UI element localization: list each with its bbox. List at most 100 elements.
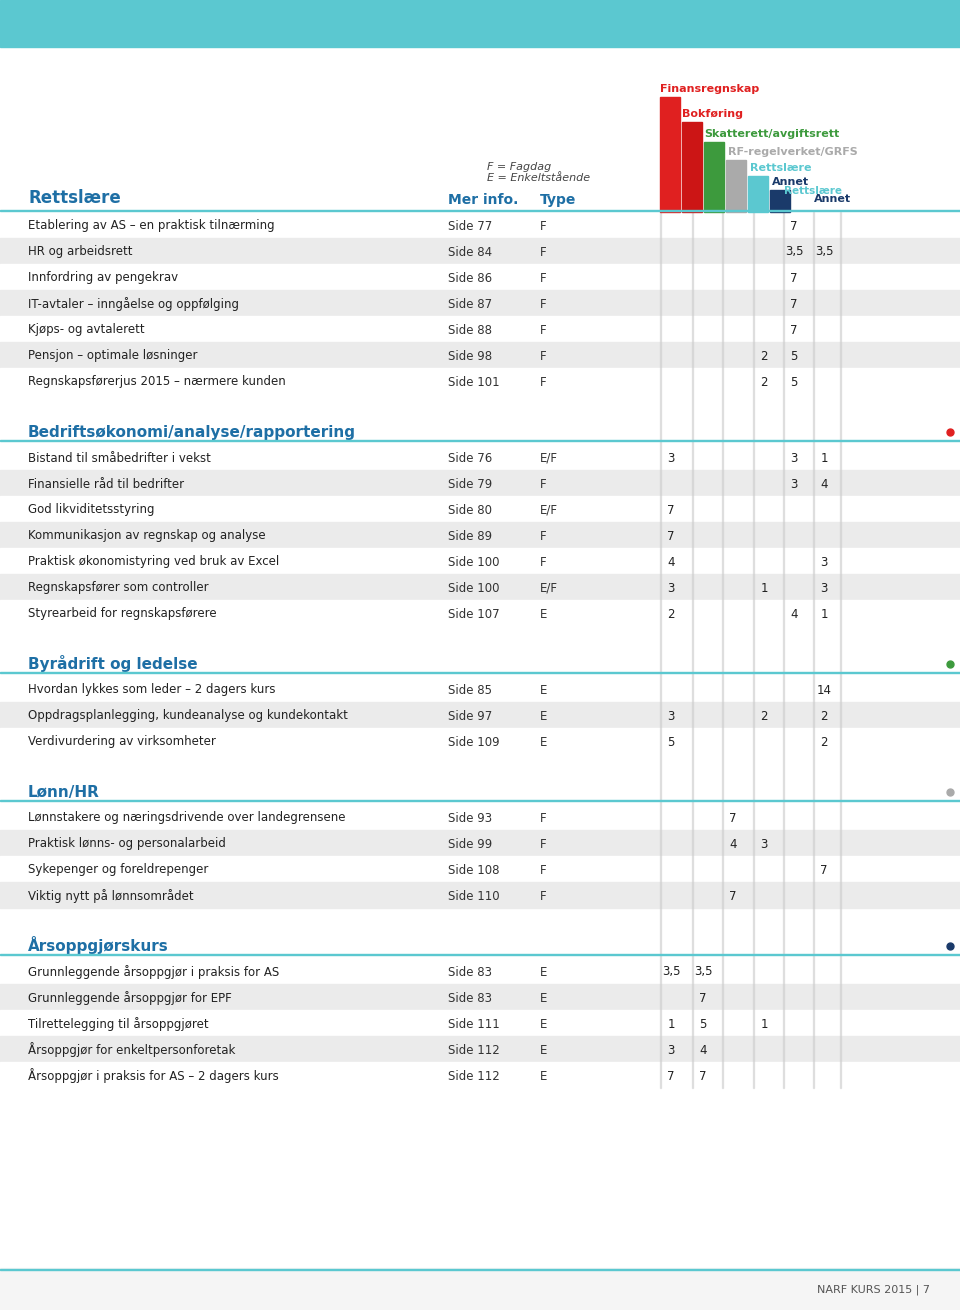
Text: 3: 3 (667, 710, 675, 723)
Text: Side 83: Side 83 (448, 992, 492, 1005)
Text: F: F (540, 350, 546, 363)
Text: Tilrettelegging til årsoppgjøret: Tilrettelegging til årsoppgjøret (28, 1017, 208, 1031)
Text: Regnskapsfører som controller: Regnskapsfører som controller (28, 582, 208, 595)
Text: Rettslære: Rettslære (28, 189, 121, 207)
Text: Praktisk lønns- og personalarbeid: Praktisk lønns- og personalarbeid (28, 837, 226, 850)
Text: Innfordring av pengekrav: Innfordring av pengekrav (28, 271, 179, 284)
Text: NARF KURS 2015 | 7: NARF KURS 2015 | 7 (817, 1285, 930, 1296)
Bar (0, 1268, 960, 1310)
Text: Bedriftsøkonomi/analyse/rapportering: Bedriftsøkonomi/analyse/rapportering (28, 424, 356, 440)
Text: Sykepenger og foreldrepenger: Sykepenger og foreldrepenger (28, 863, 208, 876)
Bar (770, 190, 790, 212)
Text: 7: 7 (790, 220, 798, 232)
Text: Side 80: Side 80 (448, 503, 492, 516)
Text: Side 76: Side 76 (448, 452, 492, 465)
Text: 3: 3 (820, 555, 828, 569)
Text: Side 100: Side 100 (448, 582, 499, 595)
Text: F: F (540, 863, 546, 876)
Text: Rettslære: Rettslære (750, 162, 811, 173)
Text: Kommunikasjon av regnskap og analyse: Kommunikasjon av regnskap og analyse (28, 529, 266, 542)
Bar (660, 97, 680, 212)
Text: Lønn/HR: Lønn/HR (28, 785, 100, 800)
Text: Side 79: Side 79 (448, 478, 492, 490)
Text: Side 109: Side 109 (448, 735, 499, 748)
Text: 2: 2 (760, 350, 768, 363)
Bar (0, 548, 960, 574)
Bar (0, 444, 960, 470)
Bar (726, 160, 746, 212)
Text: F: F (540, 220, 546, 232)
Bar (0, 496, 960, 521)
Text: 7: 7 (790, 297, 798, 310)
Text: 7: 7 (667, 1069, 675, 1082)
Text: E: E (540, 684, 547, 697)
Bar (0, 1036, 960, 1062)
Text: E: E (540, 735, 547, 748)
Text: 3,5: 3,5 (815, 245, 833, 258)
Text: Verdivurdering av virksomheter: Verdivurdering av virksomheter (28, 735, 216, 748)
Text: Mer info.: Mer info. (448, 193, 518, 207)
Bar (0, 804, 960, 831)
Text: 5: 5 (667, 735, 675, 748)
Text: Side 93: Side 93 (448, 811, 492, 824)
Bar (0, 702, 960, 728)
Text: Side 100: Side 100 (448, 555, 499, 569)
Text: 3: 3 (667, 582, 675, 595)
Text: F: F (540, 271, 546, 284)
Text: F: F (540, 555, 546, 569)
Text: Skatterett/avgiftsrett: Skatterett/avgiftsrett (704, 128, 839, 139)
Bar (0, 521, 960, 548)
Text: Regnskapsførerjus 2015 – nærmere kunden: Regnskapsførerjus 2015 – nærmere kunden (28, 376, 286, 389)
Text: 7: 7 (667, 503, 675, 516)
Text: Bokføring: Bokføring (682, 109, 743, 119)
Text: Grunnleggende årsoppgjør for EPF: Grunnleggende årsoppgjør for EPF (28, 992, 231, 1005)
Bar (0, 1010, 960, 1036)
Text: Byrådrift og ledelse: Byrådrift og ledelse (28, 655, 198, 672)
Text: 2: 2 (760, 376, 768, 389)
Text: Bistand til småbedrifter i vekst: Bistand til småbedrifter i vekst (28, 452, 211, 465)
Text: IT-avtaler – inngåelse og oppfølging: IT-avtaler – inngåelse og oppfølging (28, 297, 239, 310)
Text: 3: 3 (820, 582, 828, 595)
Bar (0, 342, 960, 368)
Bar (0, 265, 960, 290)
Text: 7: 7 (790, 271, 798, 284)
Text: 1: 1 (820, 608, 828, 621)
Bar (0, 600, 960, 626)
Text: 14: 14 (817, 684, 831, 697)
Text: Side 83: Side 83 (448, 965, 492, 979)
Text: E: E (540, 710, 547, 723)
Bar (0, 855, 960, 882)
Text: 2: 2 (820, 710, 828, 723)
Bar (704, 141, 724, 212)
Text: Praktisk økonomistyring ved bruk av Excel: Praktisk økonomistyring ved bruk av Exce… (28, 555, 279, 569)
Text: E: E (540, 1018, 547, 1031)
Text: 2: 2 (760, 710, 768, 723)
Bar (0, 1268, 960, 1269)
Text: 3,5: 3,5 (661, 965, 681, 979)
Text: E: E (540, 608, 547, 621)
Text: HR og arbeidsrett: HR og arbeidsrett (28, 245, 132, 258)
Text: F: F (540, 837, 546, 850)
Text: 7: 7 (699, 992, 707, 1005)
Text: Årsoppgjør i praksis for AS – 2 dagers kurs: Årsoppgjør i praksis for AS – 2 dagers k… (28, 1069, 278, 1083)
Text: Side 88: Side 88 (448, 324, 492, 337)
Text: 1: 1 (760, 1018, 768, 1031)
Text: Side 112: Side 112 (448, 1044, 500, 1056)
Bar (0, 958, 960, 984)
Text: 4: 4 (730, 837, 736, 850)
Text: F: F (540, 245, 546, 258)
Text: 7: 7 (667, 529, 675, 542)
Text: Side 84: Side 84 (448, 245, 492, 258)
Text: 7: 7 (730, 889, 736, 903)
Text: 2: 2 (667, 608, 675, 621)
Text: 4: 4 (667, 555, 675, 569)
Text: 2: 2 (820, 735, 828, 748)
Bar (0, 470, 960, 496)
Bar (0, 676, 960, 702)
Text: 4: 4 (699, 1044, 707, 1056)
Bar (0, 984, 960, 1010)
Text: Side 85: Side 85 (448, 684, 492, 697)
Text: Viktig nytt på lønnsområdet: Viktig nytt på lønnsområdet (28, 889, 194, 903)
Text: Rettslære: Rettslære (784, 186, 842, 196)
Text: Side 111: Side 111 (448, 1018, 500, 1031)
